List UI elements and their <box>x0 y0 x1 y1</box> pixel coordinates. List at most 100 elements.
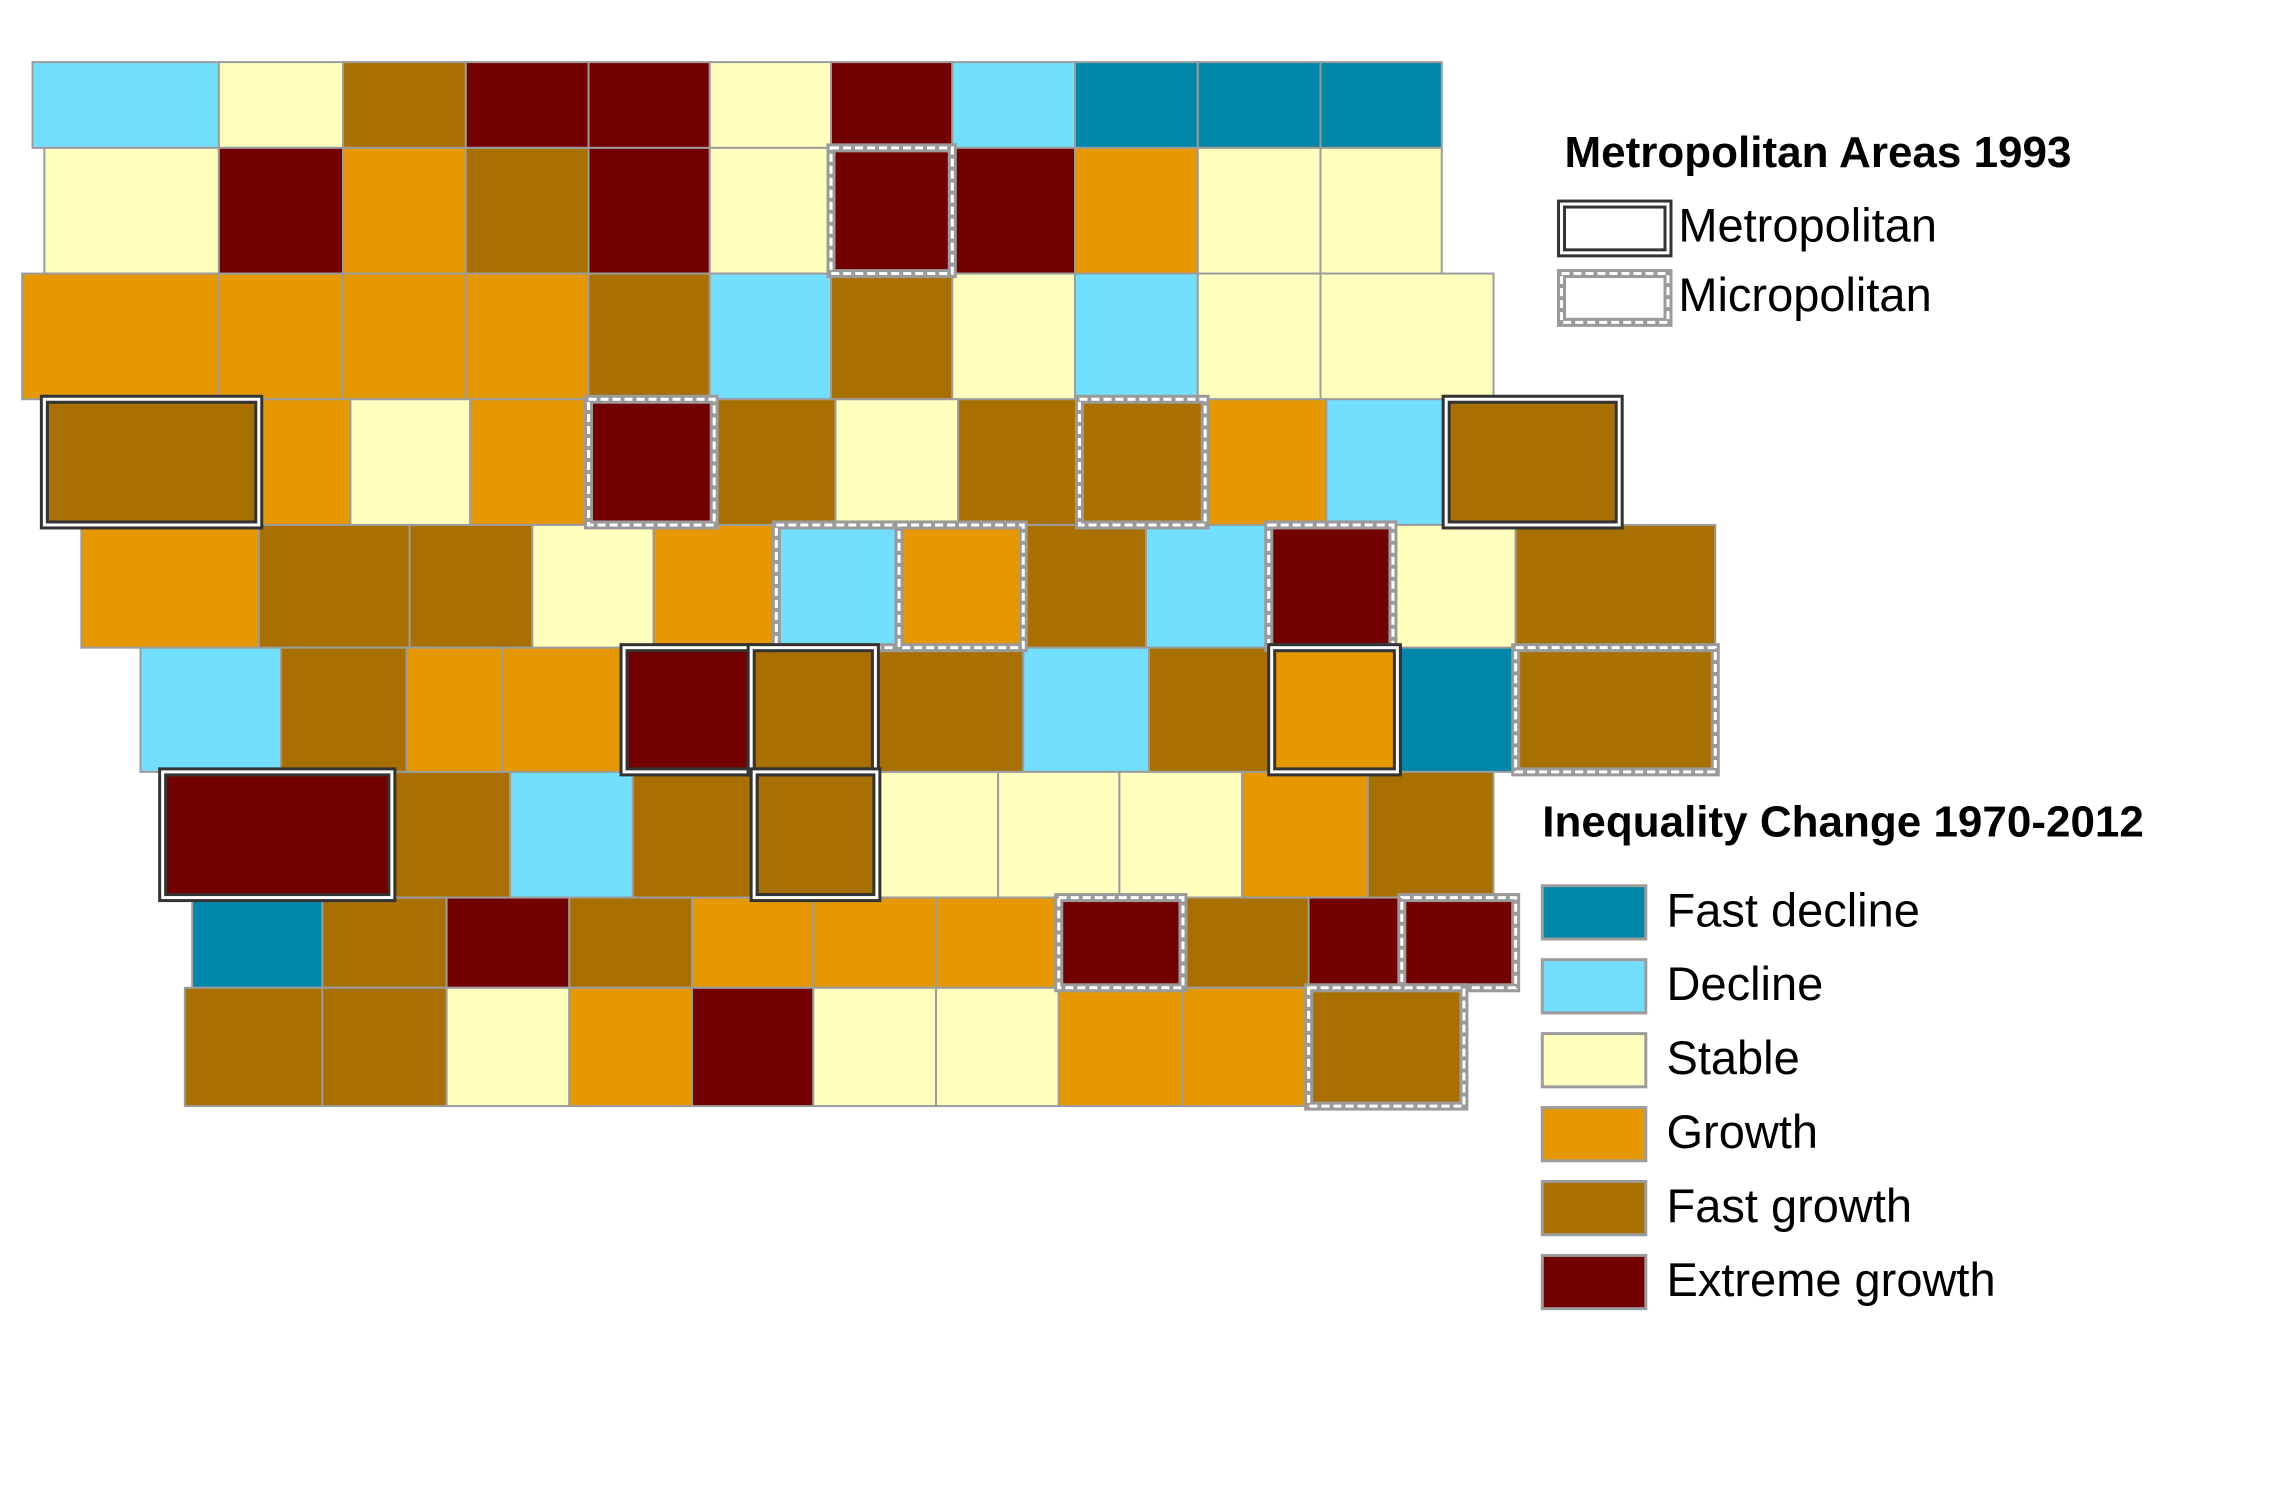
county <box>830 146 954 275</box>
county <box>1196 61 1322 149</box>
county <box>1307 986 1465 1108</box>
outline-inner <box>1057 896 1185 990</box>
county <box>21 272 220 401</box>
county <box>812 986 938 1108</box>
legend-swatch <box>1540 1106 1648 1163</box>
county <box>1074 61 1199 149</box>
county <box>1074 146 1199 275</box>
county <box>321 986 448 1108</box>
county <box>80 523 260 649</box>
county <box>217 272 345 401</box>
outline-inner <box>1560 272 1670 324</box>
county <box>1325 398 1448 526</box>
county <box>587 146 711 275</box>
county <box>898 523 1025 649</box>
county <box>631 770 756 899</box>
county <box>753 770 878 899</box>
legend-swatch <box>1561 204 1668 253</box>
county <box>1147 646 1273 773</box>
county <box>139 646 282 773</box>
area-outline-layer <box>39 143 1720 1111</box>
outline-inner <box>1560 202 1670 255</box>
outline-inner <box>897 523 1025 650</box>
county <box>464 272 590 401</box>
county <box>587 272 711 401</box>
county <box>834 398 960 526</box>
county <box>405 646 504 773</box>
county <box>1319 146 1443 275</box>
county <box>43 146 220 275</box>
legend-label: Fast growth <box>1667 1179 1913 1232</box>
county <box>1022 646 1150 773</box>
legend-title: Inequality Change 1970-2012 <box>1542 798 2144 847</box>
outline-inner <box>1400 896 1518 990</box>
outline-inner <box>587 397 716 527</box>
outline-inner <box>1270 646 1399 774</box>
county <box>1145 523 1270 649</box>
county <box>464 61 590 149</box>
county <box>1396 646 1517 773</box>
county <box>652 523 778 649</box>
county <box>217 146 345 275</box>
legend-swatch <box>1540 1032 1648 1089</box>
county <box>587 61 711 149</box>
legend-swatch <box>1540 958 1648 1015</box>
county <box>191 896 324 989</box>
county <box>1204 398 1328 526</box>
county <box>568 986 694 1108</box>
county <box>623 646 753 773</box>
county <box>957 398 1081 526</box>
county <box>997 770 1121 899</box>
county <box>342 272 467 401</box>
outline-inner <box>1444 397 1621 527</box>
county <box>1181 986 1310 1108</box>
county <box>1270 646 1399 773</box>
legend-label: Fast decline <box>1667 883 1920 936</box>
county <box>1307 896 1403 989</box>
legend-label: Decline <box>1667 957 1824 1010</box>
county <box>830 272 954 401</box>
outline-inner <box>1077 397 1207 527</box>
county <box>708 272 833 401</box>
county <box>951 272 1077 401</box>
county <box>349 398 472 526</box>
county <box>708 146 833 275</box>
outline-inner <box>1307 986 1466 1108</box>
county <box>390 770 512 899</box>
county-layer <box>21 61 1717 1108</box>
county <box>531 523 655 649</box>
county <box>257 523 411 649</box>
outline-inner <box>161 770 394 900</box>
county <box>1181 896 1310 989</box>
county <box>1196 146 1322 275</box>
county <box>951 61 1077 149</box>
county <box>445 896 571 989</box>
legend-label: Metropolitan <box>1678 199 1937 252</box>
county <box>708 61 833 149</box>
legend-swatch <box>1540 1253 1648 1311</box>
county <box>1391 523 1517 649</box>
county <box>321 896 448 989</box>
county <box>1267 523 1394 649</box>
county <box>935 986 1060 1108</box>
outline-inner <box>829 146 954 276</box>
county <box>445 986 571 1108</box>
legend-label: Extreme growth <box>1667 1253 1996 1306</box>
county <box>1057 986 1184 1108</box>
legend-swatch <box>1561 273 1668 323</box>
legend-swatch <box>1540 1179 1648 1237</box>
county <box>1319 61 1443 149</box>
outline-inner <box>42 397 261 527</box>
county <box>568 896 694 989</box>
county <box>1196 272 1322 401</box>
legend-label: Stable <box>1667 1031 1800 1084</box>
county <box>1241 770 1369 899</box>
legend-label: Micropolitan <box>1678 268 1931 321</box>
county <box>501 646 626 773</box>
county <box>469 398 590 526</box>
county <box>951 146 1077 275</box>
legend: Metropolitan Areas 1993 Metropolitan Micro… <box>1540 128 2144 1311</box>
county <box>713 398 837 526</box>
outline-inner <box>752 770 879 900</box>
